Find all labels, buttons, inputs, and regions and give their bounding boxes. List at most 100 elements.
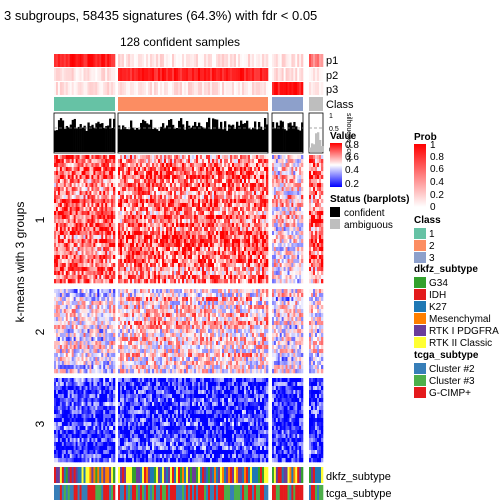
heatmap-cell [69, 235, 73, 240]
heatmap-cell [91, 458, 94, 463]
heatmap-cell [97, 434, 100, 439]
heatmap-cell [142, 199, 145, 204]
heatmap-cell [54, 247, 57, 252]
heatmap-cell [95, 179, 98, 184]
heatmap-cell [111, 406, 114, 411]
heatmap-cell [93, 450, 96, 455]
heatmap-cell [85, 430, 88, 435]
heatmap-cell [65, 301, 69, 306]
heatmap-cell [168, 263, 171, 268]
heatmap-cell [79, 167, 82, 172]
heatmap-cell [91, 337, 94, 342]
heatmap-cell [67, 317, 71, 322]
heatmap-cell [111, 175, 114, 180]
tcga-cell [95, 485, 98, 500]
heatmap-cell [103, 349, 106, 354]
heatmap-cell [111, 263, 114, 268]
heatmap-cell [89, 267, 92, 272]
heatmap-cell [156, 247, 159, 252]
heatmap-cell [83, 195, 86, 200]
heatmap-cell [118, 211, 121, 216]
heatmap-cell [234, 239, 237, 244]
heatmap-cell [140, 259, 143, 264]
heatmap-cell [57, 239, 61, 244]
heatmap-cell [67, 345, 71, 350]
heatmap-cell [79, 195, 82, 200]
heatmap-cell [97, 211, 100, 216]
heatmap-cell [120, 271, 123, 276]
heatmap-cell [174, 255, 177, 260]
heatmap-cell [158, 175, 161, 180]
heatmap-cell [55, 410, 59, 415]
p1-cell [103, 54, 106, 67]
heatmap-cell [113, 426, 116, 431]
heatmap-cell [214, 175, 217, 180]
heatmap-cell [57, 446, 61, 451]
heatmap-cell [63, 207, 67, 212]
heatmap-cell [158, 271, 161, 276]
heatmap-cell [73, 155, 76, 160]
heatmap-cell [103, 394, 106, 399]
heatmap-cell [99, 159, 102, 164]
heatmap-cell [204, 179, 207, 184]
heatmap-cell [105, 183, 108, 188]
heatmap-cell [71, 309, 74, 314]
heatmap-cell [55, 239, 59, 244]
heatmap-cell [146, 235, 149, 240]
heatmap-cell [190, 183, 193, 188]
heatmap-cell [170, 183, 173, 188]
heatmap-cell [105, 422, 108, 427]
heatmap-cell [230, 163, 233, 168]
heatmap-cell [150, 163, 153, 168]
heatmap-cell [138, 167, 141, 172]
heatmap-cell [87, 450, 90, 455]
heatmap-cell [91, 211, 94, 216]
heatmap-cell [144, 247, 147, 252]
heatmap-cell [222, 191, 225, 196]
heatmap-cell [67, 279, 71, 284]
heatmap-cell [154, 183, 157, 188]
silhouette-bar [194, 121, 197, 152]
heatmap-cell [69, 301, 73, 306]
heatmap-cell [216, 207, 219, 212]
p3-cell [126, 82, 129, 95]
heatmap-cell [266, 183, 269, 188]
heatmap-cell [105, 329, 108, 334]
heatmap-cell [91, 353, 94, 358]
heatmap-cell [258, 235, 261, 240]
heatmap-cell [208, 187, 211, 192]
p2-cell [75, 68, 78, 81]
heatmap-cell [250, 199, 253, 204]
heatmap-cell [184, 163, 187, 168]
heatmap-cell [101, 255, 104, 260]
heatmap-cell [244, 223, 247, 228]
heatmap-cell [95, 297, 98, 302]
heatmap-cell [214, 263, 217, 268]
heatmap-cell [258, 183, 261, 188]
heatmap-cell [69, 203, 73, 208]
heatmap-cell [107, 239, 110, 244]
heatmap-cell [254, 263, 257, 268]
heatmap-cell [176, 239, 179, 244]
heatmap-cell [67, 333, 71, 338]
heatmap-cell [63, 325, 67, 330]
silhouette-bar [206, 122, 209, 152]
p1-cell [93, 54, 96, 67]
heatmap-cell [202, 207, 205, 212]
p3-cell [75, 82, 78, 95]
heatmap-cell [138, 215, 141, 220]
heatmap-cell [75, 159, 78, 164]
heatmap-cell [63, 394, 67, 399]
heatmap-cell [186, 227, 189, 232]
heatmap-cell [182, 255, 185, 260]
heatmap-cell [214, 255, 217, 260]
heatmap-cell [55, 329, 59, 334]
heatmap-cell [93, 231, 96, 236]
heatmap-cell [212, 211, 215, 216]
heatmap-cell [254, 239, 257, 244]
silhouette-bar [69, 124, 73, 152]
heatmap-cell [156, 267, 159, 272]
heatmap-cell [170, 175, 173, 180]
heatmap-cell [128, 219, 131, 224]
heatmap-cell [186, 267, 189, 272]
